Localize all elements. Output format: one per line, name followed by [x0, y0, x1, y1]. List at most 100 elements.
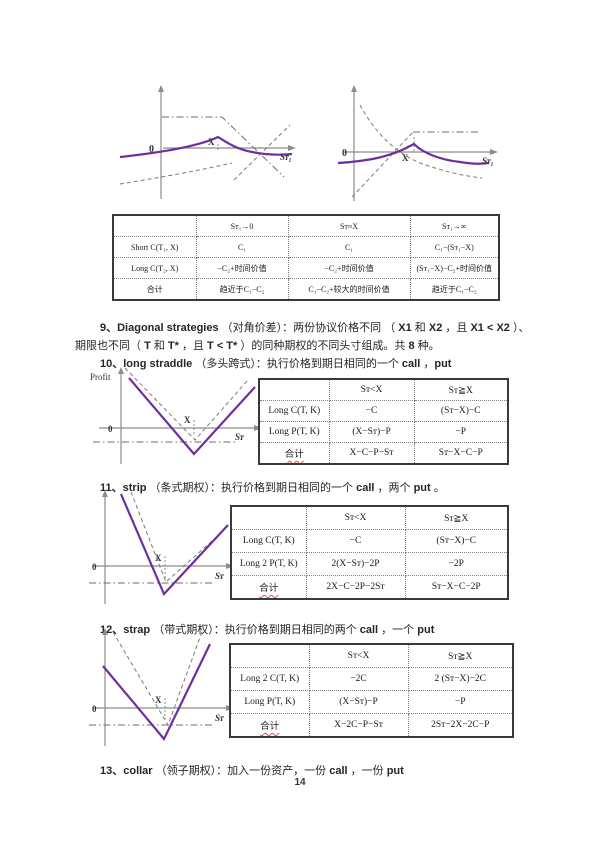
y-axis-arrow-icon: [351, 85, 357, 92]
section-10-heading: 10、long straddle: [100, 358, 193, 370]
cell: C₁−C₂+较大的时间价值: [287, 278, 411, 301]
strike-label: X: [208, 137, 215, 147]
col-header: Sᴛ<X: [328, 378, 415, 401]
section-12-text: 12、strap （带式期权）：执行价格到期日相同的两个 call ，一个 pu…: [100, 624, 435, 636]
cell: 2X−C−2P−2Sᴛ: [305, 575, 406, 600]
y-axis-arrow-icon: [118, 367, 124, 374]
section-12-heading: 12、strap: [100, 624, 151, 636]
corner-cell: [112, 214, 197, 237]
origin-label: 0: [149, 144, 154, 155]
payoff-curve: [119, 493, 229, 596]
long-straddle-chart: Profit 0 X Sᴛ: [90, 367, 262, 464]
row-label: Long 2 C(T, K): [229, 667, 310, 691]
table-header-row: Sᴛ<X Sᴛ≧X: [229, 643, 514, 668]
intrinsic-value-dashline: [130, 491, 223, 583]
cell: −C: [305, 529, 406, 553]
x-axis-label: Sᴛ₁: [280, 152, 292, 162]
short-call-payoff-dashline: [162, 116, 285, 178]
col-header: Sᴛ<X: [305, 505, 406, 530]
y-axis-arrow-icon: [158, 85, 164, 92]
table-row: Long 2 P(T, K) 2(X−Sᴛ)−2P −2P: [230, 552, 509, 576]
payoff-curve: [337, 142, 489, 165]
row-label: 合计: [112, 278, 197, 301]
strike-label: X: [155, 695, 162, 705]
cell: 趋近于C₁−C₂: [195, 278, 289, 301]
strip-table: Sᴛ<X Sᴛ≧X Long C(T, K) −C (Sᴛ−X)−C Long …: [230, 505, 509, 600]
intrinsic-value-dashline: [112, 631, 203, 727]
section-11-heading: 11、strip: [100, 482, 147, 494]
cell: −C₂+时间价值: [195, 257, 289, 279]
intrinsic-value-dashline: [124, 367, 249, 441]
cell: C₁: [287, 236, 411, 258]
table-row: Long C(T, K) −C (Sᴛ−X)−C: [258, 400, 509, 422]
strike-label: X: [402, 153, 409, 163]
diagonal-spread-chart-right: 0 X Sᴛ₁: [337, 85, 498, 201]
row-label: Long C(T, K): [258, 400, 330, 422]
profit-axis-label: Profit: [90, 372, 111, 382]
table-row: 合计 X−2C−P−Sᴛ 2Sᴛ−2X−2C−P: [229, 713, 514, 738]
table-row: Long C(T₂, X) −C₂+时间价值 −C₂+时间价值 (Sᴛ₁−X)−…: [112, 257, 500, 279]
cell: (Sᴛ−X)−C: [413, 400, 509, 422]
long-call-payoff-dashline: [351, 131, 414, 198]
origin-label: 0: [342, 148, 347, 159]
cell: (X−Sᴛ)−P: [328, 421, 415, 443]
col-header: Sᴛ≧X: [407, 643, 514, 668]
cell: 2Sᴛ−2X−2C−P: [407, 713, 514, 738]
cell: C₁−(Sᴛ₁−X): [409, 236, 500, 258]
strap-chart: 0 X Sᴛ: [89, 628, 234, 746]
row-label-total: 合计: [258, 442, 330, 465]
table-header-row: Sᴛ<X Sᴛ≧X: [258, 378, 509, 401]
cell: −P: [407, 690, 514, 714]
cell: −C₂+时间价值: [287, 257, 411, 279]
section-13-heading: 13、collar: [100, 765, 153, 777]
row-label: Long P(T, K): [229, 690, 310, 714]
cell: −C: [328, 400, 415, 422]
col-header: Sᴛ≧X: [413, 378, 509, 401]
cell: Sᴛ−X−C−P: [413, 442, 509, 465]
payoff-curve: [119, 135, 293, 159]
payoff-curve: [128, 377, 256, 456]
corner-cell: [230, 505, 307, 530]
x-axis-label: Sᴛ: [235, 432, 245, 442]
section-11-text: 11、strip （条式期权）：执行价格到期日相同的一个 call ，两个 pu…: [100, 482, 445, 494]
table-row: 合计 2X−C−2P−2Sᴛ Sᴛ−X−C−2P: [230, 575, 509, 600]
diagonal-spread-table: Sᴛ₁→0 Sᴛ≈X Sᴛ₁→∞ Short C(T₁, X) C₁ C₁ C₁…: [112, 214, 500, 301]
cell: −2C: [308, 667, 409, 691]
cell: Sᴛ−X−C−2P: [404, 575, 509, 600]
cell: −P: [413, 421, 509, 443]
section-9-heading: 9、Diagonal strategies: [100, 322, 219, 334]
cell: (X−Sᴛ)−P: [308, 690, 409, 714]
corner-cell: [229, 643, 310, 668]
strap-table: Sᴛ<X Sᴛ≧X Long 2 C(T, K) −2C 2 (Sᴛ−X)−2C…: [229, 643, 514, 738]
table-row: Long P(T, K) (X−Sᴛ)−P −P: [258, 421, 509, 443]
cell: −2P: [404, 552, 509, 576]
strike-label: X: [184, 415, 191, 425]
table-row: Short C(T₁, X) C₁ C₁ C₁−(Sᴛ₁−X): [112, 236, 500, 258]
payoff-curve: [102, 643, 211, 742]
x-axis-label: Sᴛ₁: [482, 156, 494, 166]
x-axis-label: Sᴛ: [215, 713, 225, 723]
strip-chart: 0 X Sᴛ: [89, 490, 234, 604]
origin-label: 0: [92, 704, 97, 714]
long-straddle-table: Sᴛ<X Sᴛ≧X Long C(T, K) −C (Sᴛ−X)−C Long …: [258, 378, 509, 465]
section-13-text: 13、collar （领子期权）：加入一份资产，一份 call ，一份 put: [100, 765, 404, 777]
cell: X−C−P−Sᴛ: [328, 442, 415, 465]
origin-label: 0: [108, 424, 113, 434]
page-number: 14: [294, 777, 306, 788]
row-label-total: 合计: [229, 713, 310, 738]
diagonal-spread-chart-left: 0 X Sᴛ₁: [119, 85, 296, 199]
row-label: Long C(T₂, X): [112, 257, 197, 279]
cell: (Sᴛ₁−X)−C₂+时间价值: [409, 257, 500, 279]
x-axis-arrow-icon: [288, 145, 296, 151]
cell: 趋近于C₁−C₂: [409, 278, 500, 301]
y-axis-arrow-icon: [102, 628, 108, 635]
corner-cell: [258, 378, 330, 401]
cell: 2 (Sᴛ−X)−2C: [407, 667, 514, 691]
col-header: Sᴛ₁→∞: [409, 214, 500, 237]
section-9-text: 9、Diagonal strategies （对角价差）：两份协议价格不同 （ …: [75, 322, 530, 352]
y-axis-arrow-icon: [102, 490, 108, 497]
long-call-payoff-dashline: [233, 124, 291, 181]
x-axis-label: Sᴛ: [215, 571, 225, 581]
cell: X−2C−P−Sᴛ: [308, 713, 409, 738]
